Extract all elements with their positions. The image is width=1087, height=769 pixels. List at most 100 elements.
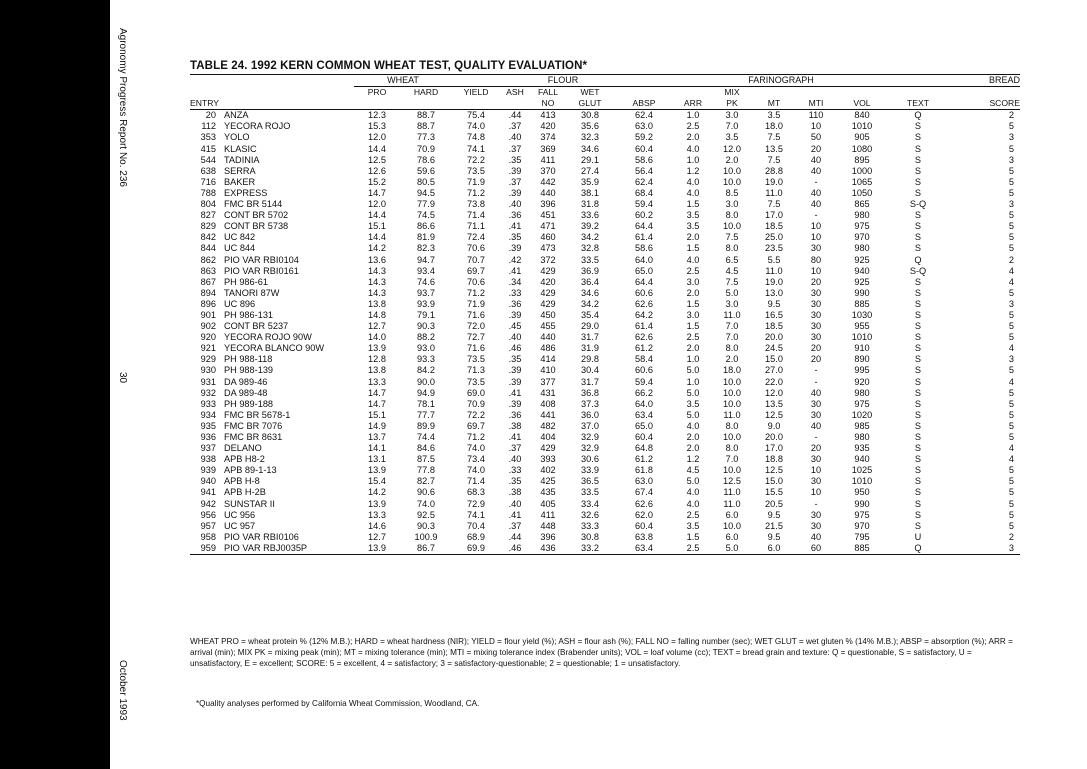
table-row: 638 SERRA 12.6 59.6 73.5 .39 370 27.4 56.4 1.2 10.… bbox=[190, 166, 1020, 177]
wet-glut-cell: 30.8 bbox=[581, 531, 599, 542]
flour-yield-cell: 72.0 bbox=[467, 321, 485, 332]
text-cell: S bbox=[914, 520, 922, 531]
mti-cell: 50 bbox=[810, 132, 822, 143]
wet-glut-cell: 32.8 bbox=[581, 243, 599, 254]
absp-cell: 60.6 bbox=[635, 287, 653, 298]
entry-name: YECORA BLANCO 90W bbox=[224, 343, 325, 354]
table-row: 942 SUNSTAR II 13.9 74.0 72.9 .40 405 33.4 62.6 4… bbox=[190, 499, 1020, 510]
wheat-pro-cell: 14.1 bbox=[368, 443, 386, 454]
fall-no-cell: 440 bbox=[540, 332, 556, 343]
report-date: October 1993 bbox=[117, 660, 128, 721]
mix-pk-cell: 3.0 bbox=[725, 110, 739, 121]
text-cell: S bbox=[914, 476, 922, 487]
mti-cell: 30 bbox=[810, 398, 822, 409]
entry-cell: 544 TADINIA bbox=[190, 155, 354, 166]
entry-number: 20 bbox=[205, 110, 216, 121]
table-row: 716 BAKER 15.2 80.5 71.9 .37 442 35.9 62.4 4.0 10.… bbox=[190, 177, 1020, 188]
wet-glut-cell: 36.9 bbox=[581, 265, 599, 276]
score-cell: 5 bbox=[1008, 332, 1014, 343]
mti-cell: - bbox=[814, 210, 818, 221]
wheat-pro-cell: 13.3 bbox=[368, 509, 386, 520]
flour-yield-cell: 74.1 bbox=[467, 509, 485, 520]
fall-no-cell: 473 bbox=[540, 243, 556, 254]
vol-cell: 920 bbox=[854, 376, 870, 387]
arr-cell: 1.2 bbox=[686, 454, 700, 465]
mt-cell: 20.0 bbox=[765, 432, 783, 442]
entry-number: 788 bbox=[200, 187, 216, 198]
wet-glut-cell: 38.1 bbox=[581, 187, 599, 198]
entry-name: FMC BR 7076 bbox=[224, 420, 283, 431]
entry-name: APB H8-2 bbox=[224, 454, 265, 465]
score-cell: 5 bbox=[1008, 143, 1014, 154]
mix-pk-cell: 7.5 bbox=[725, 276, 739, 287]
mt-cell: 19.0 bbox=[765, 176, 783, 187]
quality-evaluation-table: WHEAT FLOUR FARINOGRAPH BREAD PRO HARD Y… bbox=[190, 74, 1020, 556]
wheat-hard-cell: 74.4 bbox=[417, 432, 435, 442]
vol-cell: 795 bbox=[854, 531, 870, 542]
vol-cell: 950 bbox=[854, 487, 870, 498]
wheat-hard-cell: 93.0 bbox=[417, 343, 435, 354]
flour-ash-cell: .46 bbox=[508, 343, 522, 354]
table-row: 936 FMC BR 8631 13.7 74.4 71.2 .41 404 32.9 60.4… bbox=[190, 432, 1020, 443]
entry-number: 940 bbox=[200, 476, 216, 487]
score-cell: 5 bbox=[1008, 420, 1014, 431]
flour-ash-cell: .35 bbox=[508, 476, 522, 487]
wheat-hard-cell: 93.4 bbox=[417, 265, 435, 276]
mt-cell: 9.5 bbox=[767, 509, 781, 520]
mt-cell: 9.0 bbox=[767, 420, 781, 431]
flour-yield-cell: 72.9 bbox=[467, 498, 485, 509]
flour-yield-cell: 71.4 bbox=[467, 210, 485, 221]
flour-yield-cell: 74.0 bbox=[467, 121, 485, 132]
wet-glut-cell: 35.9 bbox=[581, 176, 599, 187]
mti-cell: 40 bbox=[810, 154, 822, 165]
text-cell: S bbox=[914, 210, 922, 221]
mti-cell: 40 bbox=[810, 420, 822, 431]
table-row: 867 PH 986-61 14.3 74.6 70.6.34 420 36.4 64.4 3.… bbox=[190, 277, 1020, 288]
entry-cell: 902 CONT BR 5237 bbox=[190, 321, 354, 332]
entry-name: PH 988-118 bbox=[224, 354, 273, 365]
flour-yield-cell: 73.5 bbox=[467, 354, 485, 365]
score-cell: 5 bbox=[1008, 176, 1014, 187]
mix-pk-cell: 11.0 bbox=[723, 498, 741, 509]
wheat-hard-cell: 70.9 bbox=[417, 143, 435, 154]
wheat-hard-cell: 80.5 bbox=[417, 176, 435, 187]
entry-number: 863 bbox=[200, 265, 216, 276]
entry-name: EXPRESS bbox=[224, 187, 268, 198]
fall-no-cell: 411 bbox=[540, 154, 556, 165]
flour-ash-cell: .37 bbox=[508, 176, 522, 187]
entry-cell: 942 SUNSTAR II bbox=[190, 499, 354, 510]
score-cell: 2 bbox=[1008, 110, 1014, 121]
text-cell: S bbox=[914, 376, 922, 387]
mti-cell: 10 bbox=[810, 265, 822, 276]
entry-cell: 940 APB H-8 bbox=[190, 476, 354, 487]
entry-cell: 829 CONT BR 5738 bbox=[190, 221, 354, 232]
vol-cell: 890 bbox=[854, 354, 870, 365]
mix-pk-cell: 8.0 bbox=[725, 243, 739, 254]
mt-cell: 18.5 bbox=[765, 321, 783, 332]
entry-number: 902 bbox=[200, 321, 216, 332]
entry-cell: 716 BAKER bbox=[190, 177, 354, 188]
col-head-vol: VOL bbox=[836, 98, 888, 111]
entry-number: 867 bbox=[200, 276, 216, 287]
mti-cell: 110 bbox=[808, 110, 824, 121]
score-cell: 3 bbox=[1008, 199, 1014, 210]
wet-glut-cell: 33.6 bbox=[581, 210, 599, 221]
fall-no-cell: 405 bbox=[540, 498, 556, 509]
group-farinograph: FARINOGRAPH bbox=[674, 75, 888, 88]
fall-no-cell: 431 bbox=[540, 387, 556, 398]
wheat-hard-cell: 78.6 bbox=[417, 154, 435, 165]
flour-yield-cell: 74.8 bbox=[467, 132, 485, 143]
entry-name: PIO VAR RBI0161 bbox=[224, 265, 299, 276]
mt-cell: 25.0 bbox=[765, 232, 783, 243]
table-row: 544 TADINIA 12.5 78.6 72.2 .35 411 29.1 58.6 1.0 2… bbox=[190, 155, 1020, 166]
table-row: 804 FMC BR 5144 12.0 77.9 73.8 .40 396 31.8 59.4… bbox=[190, 199, 1020, 210]
entry-name: UC 957 bbox=[224, 520, 256, 531]
arr-cell: 3.0 bbox=[686, 276, 700, 287]
wheat-hard-cell: 88.7 bbox=[417, 110, 435, 121]
flour-yield-cell: 74.1 bbox=[467, 143, 485, 154]
arr-cell: 2.0 bbox=[686, 132, 700, 143]
mti-cell: 20 bbox=[810, 343, 822, 354]
absp-cell: 62.4 bbox=[635, 176, 653, 187]
wet-glut-cell: 31.9 bbox=[581, 343, 599, 354]
table-row: 940 APB H-8 15.4 82.7 71.4 .35 425 36.5 63.0 5.0 1… bbox=[190, 476, 1020, 487]
